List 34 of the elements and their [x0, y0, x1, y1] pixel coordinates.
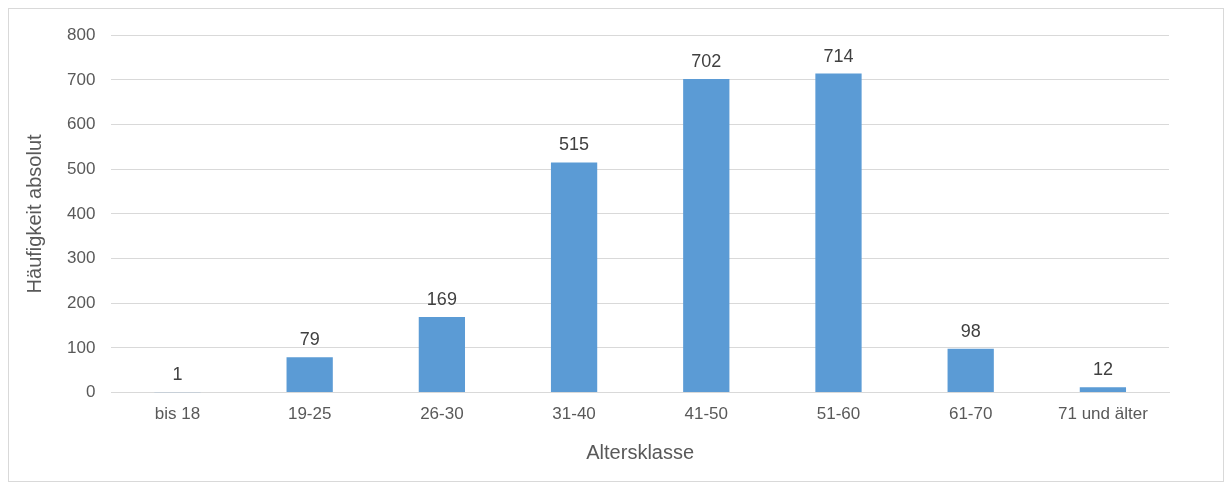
y-tick-label: 800	[66, 24, 96, 44]
bar	[418, 317, 466, 393]
y-tick-label: 200	[66, 292, 96, 312]
y-tick-label: 100	[66, 337, 96, 357]
x-tick-label: bis 18	[154, 404, 201, 424]
x-tick-label: 51-60	[816, 404, 861, 424]
data-label: 98	[960, 320, 981, 341]
data-label: 12	[1092, 359, 1113, 380]
x-tick-label: 61-70	[948, 404, 993, 424]
y-tick-label: 0	[85, 382, 96, 402]
data-label: 79	[299, 329, 320, 350]
data-label: 169	[426, 289, 457, 310]
x-tick-label: 31-40	[552, 404, 596, 424]
bar	[683, 78, 730, 393]
y-tick-label: 600	[66, 114, 96, 134]
data-label: 714	[823, 45, 854, 66]
y-tick-label: 300	[66, 248, 96, 268]
data-label: 1	[172, 364, 183, 385]
bar	[815, 73, 862, 393]
bar	[947, 348, 994, 393]
x-tick-label: 19-25	[287, 404, 332, 424]
x-tick-label: 41-50	[684, 404, 729, 424]
x-tick-label: 71 und älter	[1058, 404, 1149, 424]
data-label: 702	[691, 50, 722, 71]
x-tick-label: 26-30	[420, 404, 464, 424]
bar	[550, 162, 598, 393]
bar	[286, 357, 333, 393]
data-label: 515	[559, 134, 590, 155]
bar	[1079, 387, 1127, 393]
y-tick-label: 400	[66, 203, 96, 223]
x-axis-title: Altersklasse	[586, 440, 695, 463]
y-tick-label: 500	[66, 158, 96, 178]
y-tick-label: 700	[66, 69, 96, 89]
y-axis-title: Häufigkeit absolut	[22, 133, 45, 294]
